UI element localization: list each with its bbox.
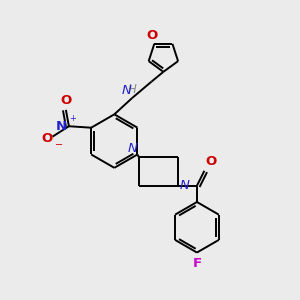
Text: +: + xyxy=(69,114,76,123)
Text: O: O xyxy=(206,155,217,168)
Text: H: H xyxy=(128,82,136,96)
Text: O: O xyxy=(42,132,53,145)
Text: N: N xyxy=(122,84,132,98)
Text: −: − xyxy=(55,140,63,150)
Text: N: N xyxy=(128,142,137,155)
Text: N: N xyxy=(56,120,67,133)
Text: O: O xyxy=(60,94,71,107)
Text: O: O xyxy=(146,29,158,42)
Text: F: F xyxy=(192,257,202,270)
Text: N: N xyxy=(180,179,190,192)
